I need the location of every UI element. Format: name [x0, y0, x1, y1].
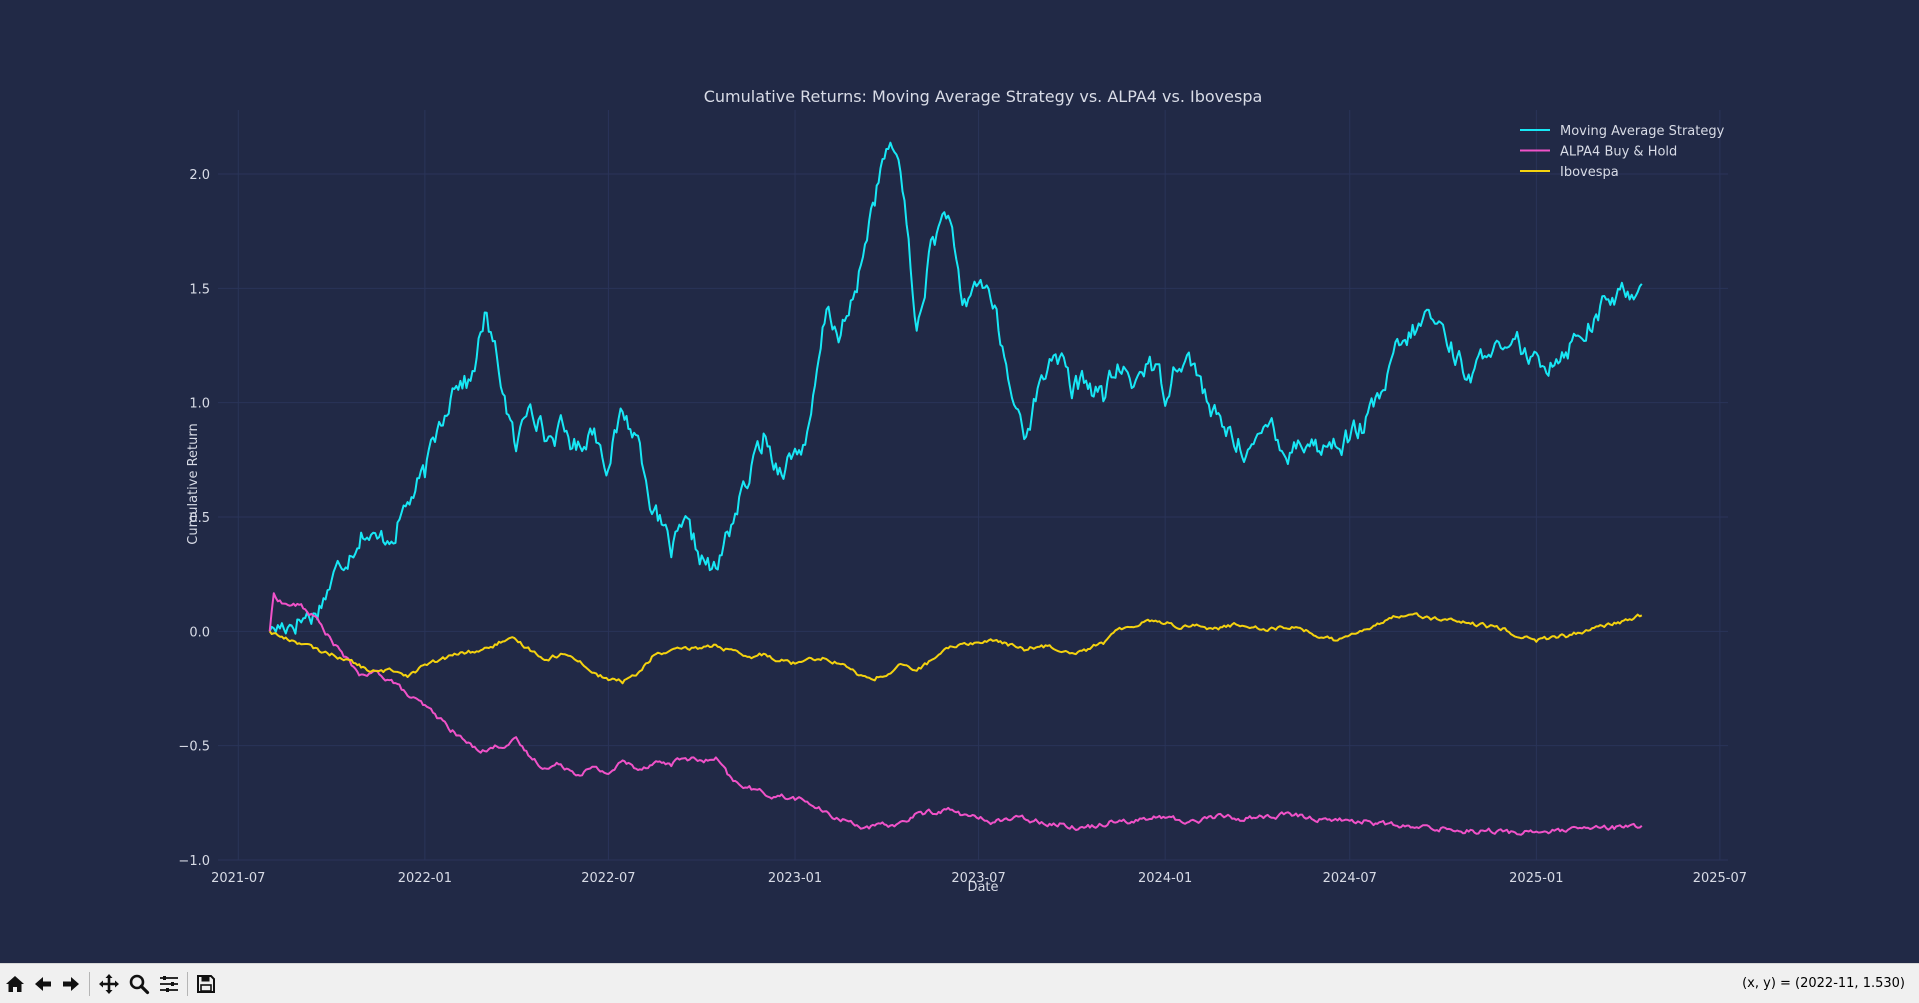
save-icon — [197, 975, 215, 993]
y-tick-label: 1.5 — [189, 282, 210, 297]
zoom-icon — [129, 974, 150, 995]
x-tick-label: 2022-07 — [581, 871, 635, 886]
configure-subplots-button[interactable] — [156, 971, 182, 997]
toolbar-separator — [89, 972, 90, 996]
forward-button[interactable] — [58, 971, 84, 997]
x-tick-label: 2024-07 — [1323, 871, 1377, 886]
y-tick-label: 2.0 — [189, 168, 210, 183]
configure-subplots-icon — [160, 976, 178, 992]
x-tick-label: 2024-01 — [1138, 871, 1192, 886]
pan-icon — [99, 974, 119, 994]
x-axis-label: Date — [967, 880, 998, 895]
series-lines — [268, 141, 1643, 836]
legend-label: Moving Average Strategy — [1560, 124, 1725, 139]
x-tick-label: 2023-01 — [768, 871, 822, 886]
navigation-toolbar: (x, y) = (2022-11, 1.530) — [0, 963, 1919, 1003]
pan-button[interactable] — [96, 971, 122, 997]
chart: 2021-07 2022-01 2022-07 2023-01 2023-07 2024-… — [178, 87, 1747, 895]
legend-label: ALPA4 Buy & Hold — [1560, 145, 1677, 160]
x-tick-label: 2025-01 — [1509, 871, 1563, 886]
save-button[interactable] — [193, 971, 219, 997]
legend-label: Ibovespa — [1560, 165, 1619, 180]
series-line — [268, 612, 1643, 685]
y-tick-label: −1.0 — [178, 854, 210, 869]
home-button[interactable] — [2, 971, 28, 997]
back-icon — [35, 977, 51, 991]
y-tick-label: 0.0 — [189, 625, 210, 640]
legend: Moving Average Strategy ALPA4 Buy & Hold I… — [1520, 124, 1725, 180]
x-tick-label: 2025-07 — [1693, 871, 1747, 886]
forward-icon — [63, 977, 79, 991]
series-line — [268, 141, 1643, 635]
y-tick-label: 0.5 — [189, 511, 210, 526]
y-tick-label: 1.0 — [189, 397, 210, 412]
y-tick-label: −0.5 — [178, 740, 210, 755]
home-icon — [6, 976, 24, 992]
series-line — [268, 592, 1643, 836]
back-button[interactable] — [30, 971, 56, 997]
grid — [218, 110, 1728, 861]
toolbar-separator — [187, 972, 188, 996]
x-axis: 2021-07 2022-01 2022-07 2023-01 2023-07 2024-… — [211, 871, 1747, 886]
y-axis-label: Cumulative Return — [186, 423, 201, 544]
figure-canvas: 2021-07 2022-01 2022-07 2023-01 2023-07 2024-… — [178, 87, 1748, 895]
x-tick-label: 2022-01 — [398, 871, 452, 886]
y-axis: −1.0 −0.5 0.0 0.5 1.0 1.5 2.0 — [178, 168, 210, 869]
chart-title: Cumulative Returns: Moving Average Strat… — [704, 87, 1263, 106]
x-tick-label: 2021-07 — [211, 871, 265, 886]
zoom-button[interactable] — [126, 971, 152, 997]
x-tick-label: 2023-07 — [951, 871, 1005, 886]
coordinate-readout: (x, y) = (2022-11, 1.530) — [1742, 976, 1905, 991]
